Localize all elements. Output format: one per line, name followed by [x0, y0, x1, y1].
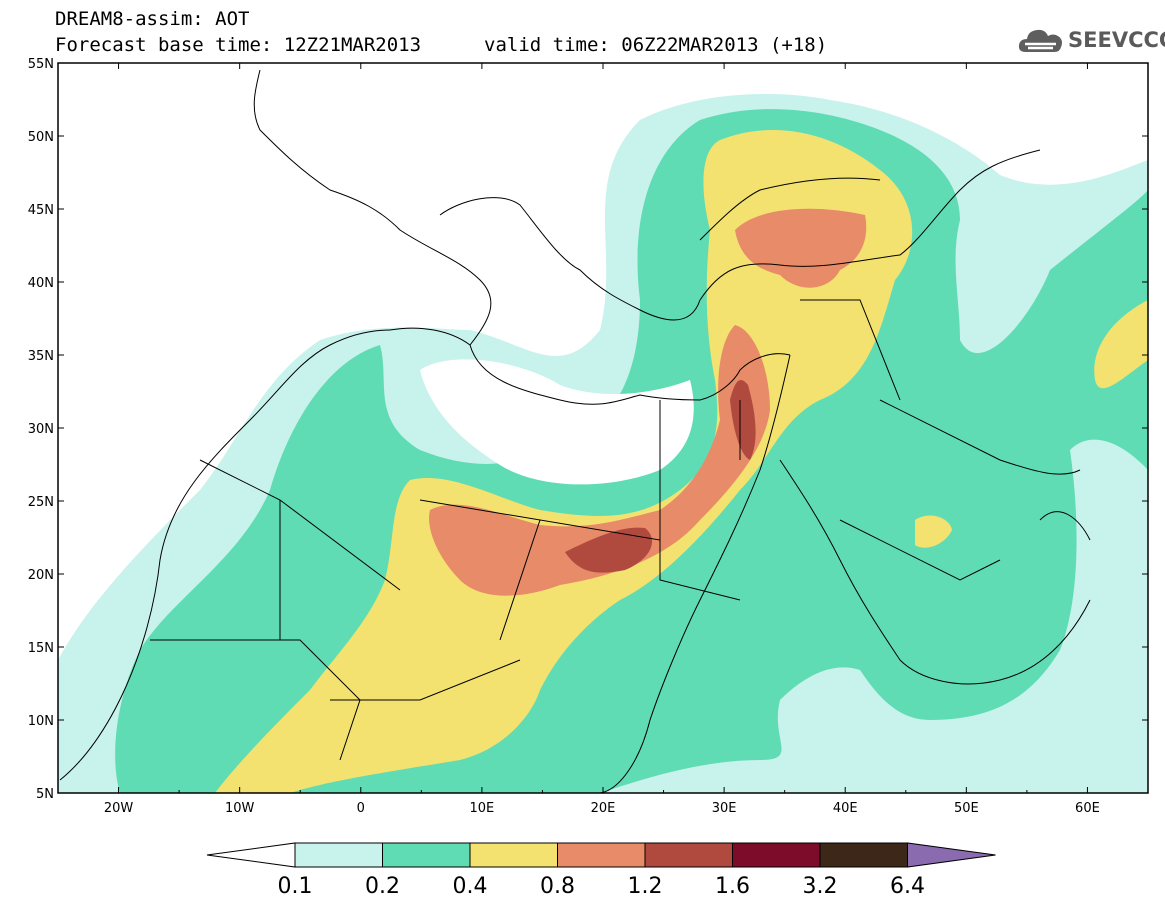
- y-tick-label: 25N: [28, 495, 54, 510]
- colorbar-label: 3.2: [803, 874, 838, 899]
- y-tick-label: 55N: [28, 57, 54, 72]
- map-title: DREAM8-assim: AOT: [55, 8, 250, 30]
- colorbar-segment: [294, 842, 383, 868]
- aot-contour-0.4-patch: [915, 515, 952, 548]
- aot-contour-0.4-east: [1094, 300, 1148, 389]
- y-tick-label: 30N: [28, 422, 54, 437]
- aot-field: [58, 94, 1148, 793]
- x-tick-label: 20E: [591, 801, 616, 816]
- colorbar-over-triangle: [907, 842, 996, 868]
- colorbar-segment: [644, 842, 733, 868]
- x-tick-label: 20W: [104, 801, 134, 816]
- colorbar-label: 0.8: [540, 874, 575, 899]
- y-tick-label: 40N: [28, 276, 54, 291]
- y-tick-label: 15N: [28, 641, 54, 656]
- forecast-base-time: Forecast base time: 12Z21MAR2013: [55, 34, 422, 56]
- aot-contour-below-0.1: [420, 359, 694, 485]
- cloud-icon: [1018, 29, 1062, 52]
- colorbar-segment: [819, 842, 908, 868]
- y-tick-label: 35N: [28, 349, 54, 364]
- coastlines: [59, 69, 1091, 793]
- aot-contour-0.8: [429, 325, 770, 596]
- colorbar-label: 0.4: [453, 874, 488, 899]
- colorbar-label: 0.2: [365, 874, 400, 899]
- logo-text: SEEVCCC: [1068, 28, 1165, 52]
- aot-contour-1.2: [565, 380, 756, 573]
- y-axis: 55N 50N 45N 40N 35N 30N 25N 20N 15N 10N 5N: [28, 57, 1148, 802]
- y-tick-label: 45N: [28, 203, 54, 218]
- colorbar-segment: [469, 842, 558, 868]
- y-tick-label: 50N: [28, 130, 54, 145]
- aot-contour-0.8-north: [735, 208, 867, 288]
- colorbar-segment: [382, 842, 471, 868]
- x-tick-label: 40E: [833, 801, 858, 816]
- colorbar-segment: [732, 842, 821, 868]
- x-tick-label: 10W: [225, 801, 255, 816]
- y-tick-label: 20N: [28, 568, 54, 583]
- aot-contour-0.4: [215, 130, 913, 793]
- x-tick-label: 10E: [470, 801, 495, 816]
- colorbar-label: 0.1: [278, 874, 313, 899]
- x-tick-label: 0: [357, 801, 365, 816]
- y-tick-label: 10N: [28, 714, 54, 729]
- x-tick-label: 30E: [712, 801, 737, 816]
- colorbar-label: 1.6: [715, 874, 750, 899]
- colorbar-segment: [557, 842, 646, 868]
- colorbar-label: 6.4: [890, 874, 925, 899]
- valid-time: valid time: 06Z22MAR2013 (+18): [484, 34, 828, 56]
- seevccc-logo: SEEVCCC: [1016, 22, 1165, 58]
- y-tick-label: 5N: [36, 787, 54, 802]
- colorbar-under-triangle: [206, 842, 296, 868]
- x-tick-label: 60E: [1075, 801, 1100, 816]
- x-axis: 20W 10W 0 10E 20E 30E 40E 50E 60E: [57, 63, 1149, 816]
- colorbar-label: 1.2: [628, 874, 663, 899]
- x-tick-label: 50E: [954, 801, 979, 816]
- colorbar: 0.1 0.2 0.4 0.8 1.2 1.6 3.2 6.4: [206, 842, 996, 899]
